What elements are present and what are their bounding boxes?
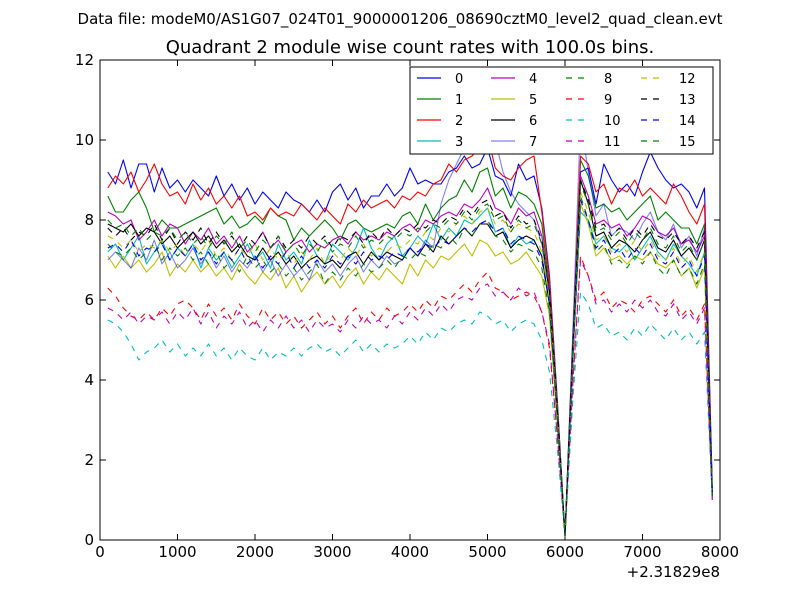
x-tick-label: 1000 [158, 543, 196, 561]
series-line-11 [107, 259, 713, 537]
series-line-1 [107, 159, 713, 537]
y-tick-label: 8 [84, 211, 94, 229]
series-line-13 [107, 179, 713, 537]
x-tick-label: 3000 [313, 543, 351, 561]
series-group [107, 87, 713, 537]
y-tick-label: 0 [84, 531, 94, 549]
x-tick-label: 5000 [468, 543, 506, 561]
legend-label-8: 8 [604, 72, 612, 87]
y-tick-label: 10 [75, 131, 94, 149]
chart-title: Quadrant 2 module wise count rates with … [166, 37, 655, 58]
legend-label-9: 9 [604, 93, 612, 108]
legend-label-5: 5 [529, 93, 537, 108]
legend-label-2: 2 [455, 114, 463, 129]
y-tick-label: 2 [84, 451, 94, 469]
legend-label-4: 4 [529, 72, 537, 87]
x-tick-label: 2000 [236, 543, 274, 561]
x-tick-label: 0 [95, 543, 105, 561]
series-line-8 [107, 195, 713, 537]
y-tick-label: 6 [84, 291, 94, 309]
legend-box [409, 66, 714, 155]
legend-label-3: 3 [455, 135, 463, 150]
legend-label-0: 0 [455, 72, 463, 87]
y-tick-label: 4 [84, 371, 94, 389]
legend-label-15: 15 [679, 135, 696, 150]
series-line-12 [107, 191, 713, 537]
series-line-4 [107, 175, 713, 537]
tick-labels: 0 1000 2000 3000 4000 5000 6000 7000 80000246810… [75, 51, 739, 561]
figure-suptitle: Data file: modeM0/AS1G07_024T01_90000012… [78, 10, 723, 29]
legend-label-14: 14 [679, 114, 696, 129]
series-line-15 [107, 183, 713, 537]
legend-label-7: 7 [529, 135, 537, 150]
legend-label-11: 11 [604, 135, 621, 150]
series-line-2 [107, 135, 713, 537]
legend-label-10: 10 [604, 114, 621, 129]
x-tick-label: 6000 [546, 543, 584, 561]
legend-label-6: 6 [529, 114, 537, 129]
legend-label-12: 12 [679, 72, 696, 87]
series-line-10 [107, 291, 713, 537]
series-line-0 [107, 147, 713, 537]
legend-label-1: 1 [455, 93, 463, 108]
series-line-14 [107, 199, 713, 537]
legend-label-13: 13 [679, 93, 696, 108]
series-line-9 [107, 255, 713, 537]
x-tick-label: 7000 [623, 543, 661, 561]
plot-frame [99, 59, 721, 541]
x-tick-label: 4000 [391, 543, 429, 561]
x-offset-label: +2.31829e8 [627, 563, 720, 581]
x-tick-label: 8000 [701, 543, 739, 561]
y-tick-label: 12 [75, 51, 94, 69]
